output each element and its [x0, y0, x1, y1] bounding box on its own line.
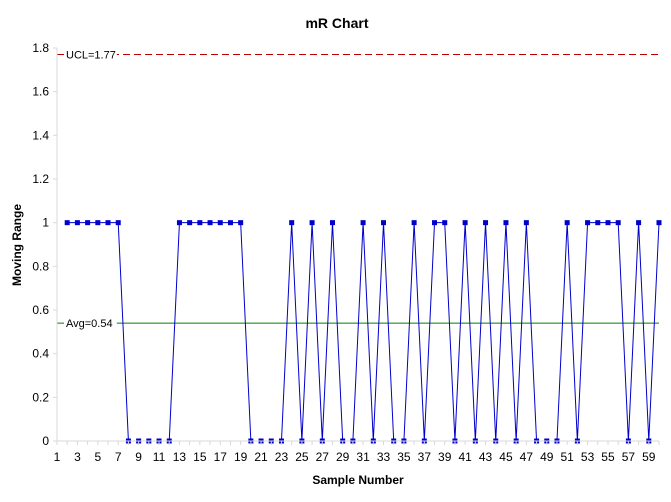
x-tick-label: 35	[397, 450, 411, 464]
x-tick-label: 21	[254, 450, 268, 464]
axes	[56, 48, 659, 442]
data-point	[564, 220, 570, 226]
x-tick-label: 15	[193, 450, 207, 464]
data-point	[432, 220, 438, 226]
x-tick-label: 49	[540, 450, 554, 464]
x-tick-label: 39	[438, 450, 452, 464]
x-tick-label: 23	[275, 450, 289, 464]
data-point	[462, 220, 468, 226]
y-tick-label: 1	[42, 216, 49, 230]
data-point	[411, 220, 417, 226]
series-line	[67, 222, 660, 442]
data-point	[585, 220, 591, 226]
y-tick-label: 1.2	[32, 172, 49, 186]
x-tick-label: 47	[520, 450, 534, 464]
data-point	[95, 220, 101, 226]
y-tick-label: 0.6	[32, 303, 49, 317]
x-tick-label: 27	[316, 450, 330, 464]
data-point	[503, 220, 509, 226]
data-point	[329, 220, 335, 226]
data-point	[636, 220, 642, 226]
series-layer	[64, 220, 662, 444]
y-tick-label: 1.6	[32, 85, 49, 99]
x-tick-label: 45	[499, 450, 513, 464]
data-point	[656, 220, 662, 226]
x-tick-label: 25	[295, 450, 309, 464]
data-point	[615, 220, 621, 226]
data-point	[74, 220, 80, 226]
avg-label: Avg=0.54	[66, 318, 113, 330]
y-tick-labels: 0 0.2 0.4 0.6 0.8 1 1.2 1.4 1.6 1.8	[32, 41, 57, 448]
data-point	[360, 220, 366, 226]
y-tick-label: 0	[42, 434, 49, 448]
y-tick-label: 0.2	[32, 390, 49, 404]
data-point	[227, 220, 233, 226]
x-tick-label: 19	[234, 450, 248, 464]
chart-title: mR Chart	[305, 15, 368, 31]
x-tick-label: 1	[54, 450, 61, 464]
x-tick-label: 37	[418, 450, 432, 464]
x-tick-label: 7	[115, 450, 122, 464]
x-tick-label: 51	[560, 450, 574, 464]
x-axis-title: Sample Number	[312, 473, 404, 487]
data-point	[187, 220, 193, 226]
x-tick-label: 59	[642, 450, 656, 464]
x-tick-label: 29	[336, 450, 350, 464]
ucl-label-bg	[64, 47, 117, 62]
data-point	[176, 220, 182, 226]
x-tick-label: 13	[173, 450, 187, 464]
x-tick-label: 5	[94, 450, 101, 464]
x-tick-label: 33	[377, 450, 391, 464]
y-tick-label: 0.4	[32, 347, 49, 361]
data-point	[442, 220, 448, 226]
data-point	[217, 220, 223, 226]
data-point	[85, 220, 91, 226]
data-point	[523, 220, 529, 226]
x-tick-label: 53	[581, 450, 595, 464]
x-tick-label: 55	[601, 450, 615, 464]
x-tick-label: 43	[479, 450, 493, 464]
reference-lines: UCL=1.77 Avg=0.54	[57, 47, 659, 331]
data-point	[309, 220, 315, 226]
x-tick-label: 9	[135, 450, 142, 464]
data-point	[483, 220, 489, 226]
data-point	[238, 220, 244, 226]
y-tick-label: 1.4	[32, 128, 49, 142]
data-point	[289, 220, 295, 226]
x-tick-labels: 1 3 5 7 9 11 13 15 17 19 21 23 25 27 29 31 33 35 37 39 41 43 4…	[54, 441, 660, 464]
data-point	[207, 220, 213, 226]
x-tick-label: 11	[153, 450, 166, 464]
y-axis-title: Moving Range	[10, 204, 24, 286]
data-point	[105, 220, 111, 226]
x-tick-label: 17	[214, 450, 228, 464]
x-tick-label: 41	[458, 450, 472, 464]
data-point	[605, 220, 611, 226]
x-tick-label: 3	[74, 450, 81, 464]
ucl-label: UCL=1.77	[66, 50, 116, 62]
data-point	[595, 220, 601, 226]
y-tick-label: 1.8	[32, 41, 49, 55]
y-tick-label: 0.8	[32, 259, 49, 273]
data-point	[197, 220, 203, 226]
data-point	[64, 220, 70, 226]
data-point	[381, 220, 387, 226]
avg-label-bg	[64, 316, 117, 331]
x-tick-label: 57	[622, 450, 636, 464]
data-point	[115, 220, 121, 226]
x-tick-label: 31	[356, 450, 370, 464]
